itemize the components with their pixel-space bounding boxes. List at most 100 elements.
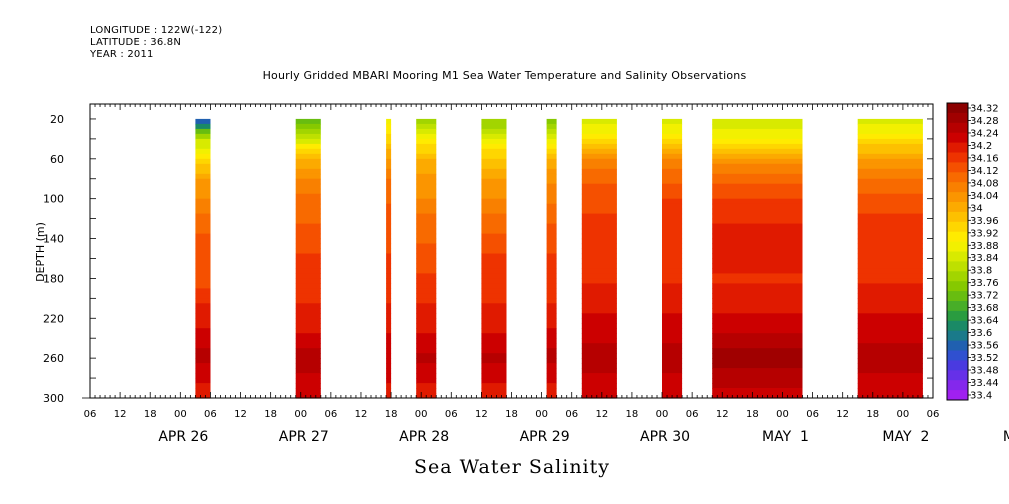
salinity-cell <box>195 358 211 364</box>
x-tick-label: 18 <box>385 409 398 420</box>
salinity-cell <box>581 228 617 235</box>
salinity-cell <box>857 233 923 240</box>
colorbar-swatch <box>947 241 968 252</box>
salinity-cell <box>581 323 617 329</box>
salinity-cell <box>416 313 437 319</box>
salinity-cell <box>416 218 437 225</box>
salinity-cell <box>481 168 507 175</box>
salinity-cell <box>662 143 683 150</box>
salinity-cell <box>662 138 683 145</box>
salinity-cell <box>386 263 392 270</box>
salinity-cell <box>295 193 321 200</box>
salinity-cell <box>712 308 803 314</box>
salinity-cell <box>857 298 923 304</box>
salinity-cell <box>386 308 392 314</box>
salinity-cell <box>857 373 923 379</box>
colorbar-label: 33.4 <box>970 391 992 402</box>
data-block <box>295 118 321 399</box>
salinity-cell <box>857 363 923 369</box>
salinity-cell <box>546 268 557 274</box>
salinity-cell <box>195 383 211 389</box>
salinity-cell <box>712 358 803 364</box>
salinity-cell <box>386 283 392 289</box>
salinity-cell <box>195 138 211 145</box>
salinity-cell <box>662 228 683 235</box>
salinity-cell <box>386 173 392 180</box>
salinity-cell <box>416 308 437 314</box>
salinity-cell <box>416 173 437 180</box>
salinity-cell <box>581 138 617 145</box>
x-tick-label: 12 <box>475 409 488 420</box>
salinity-cell <box>481 133 507 140</box>
data-block <box>662 118 683 399</box>
salinity-cell <box>581 373 617 379</box>
salinity-cell <box>581 168 617 175</box>
salinity-cell <box>416 128 437 135</box>
colorbar-swatch <box>947 182 968 193</box>
salinity-cell <box>857 138 923 145</box>
salinity-cell <box>295 293 321 299</box>
salinity-cell <box>857 213 923 220</box>
salinity-cell <box>662 183 683 190</box>
data-block <box>416 118 437 399</box>
x-tick-label: 12 <box>114 409 127 420</box>
colorbar-swatch <box>947 261 968 272</box>
salinity-cell <box>712 388 803 394</box>
salinity-cell <box>662 248 683 255</box>
salinity-cell <box>195 128 211 135</box>
salinity-cell <box>662 163 683 170</box>
salinity-cell <box>857 348 923 354</box>
date-label: APR 28 <box>399 429 449 445</box>
salinity-cell <box>712 148 803 155</box>
salinity-cell <box>386 338 392 344</box>
salinity-cell <box>481 193 507 200</box>
salinity-cell <box>195 228 211 235</box>
salinity-cell <box>481 293 507 299</box>
salinity-cell <box>662 208 683 215</box>
salinity-cell <box>546 138 557 145</box>
salinity-cell <box>662 158 683 165</box>
salinity-cell <box>416 183 437 190</box>
colorbar-swatch <box>947 221 968 233</box>
salinity-cell <box>416 338 437 344</box>
salinity-cell <box>712 248 803 255</box>
salinity-cell <box>195 203 211 210</box>
colorbar-swatch <box>947 320 968 332</box>
x-tick-label: 00 <box>897 409 910 420</box>
salinity-cell <box>295 283 321 289</box>
salinity-cell <box>546 213 557 220</box>
salinity-cell <box>416 258 437 265</box>
salinity-cell <box>416 133 437 140</box>
salinity-cell <box>481 388 507 394</box>
data-block <box>546 118 557 399</box>
salinity-cell <box>662 238 683 245</box>
salinity-cell <box>295 268 321 274</box>
salinity-cell <box>481 338 507 344</box>
salinity-cell <box>195 348 211 354</box>
salinity-cell <box>546 348 557 354</box>
salinity-cell <box>386 313 392 319</box>
salinity-cell <box>662 323 683 329</box>
salinity-cell <box>295 323 321 329</box>
salinity-cell <box>581 118 617 125</box>
salinity-cell <box>481 288 507 294</box>
salinity-cell <box>712 168 803 175</box>
colorbar-label: 34.08 <box>970 178 999 189</box>
salinity-cell <box>662 313 683 319</box>
salinity-cell <box>295 198 321 205</box>
salinity-cell <box>581 268 617 274</box>
salinity-cell <box>712 298 803 304</box>
salinity-cell <box>662 263 683 270</box>
salinity-cell <box>662 293 683 299</box>
salinity-cell <box>416 118 437 125</box>
salinity-cell <box>712 363 803 369</box>
salinity-cell <box>857 268 923 274</box>
salinity-cell <box>857 128 923 135</box>
salinity-cell <box>712 318 803 324</box>
salinity-cell <box>857 273 923 279</box>
y-tick-label: 140 <box>43 233 64 246</box>
salinity-cell <box>712 313 803 319</box>
salinity-cell <box>386 233 392 240</box>
salinity-cell <box>386 318 392 324</box>
